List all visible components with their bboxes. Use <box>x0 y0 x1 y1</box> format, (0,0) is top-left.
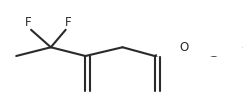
Bar <box>157 40 241 55</box>
Text: F: F <box>25 16 32 29</box>
Text: F: F <box>65 16 71 29</box>
Text: O: O <box>180 41 189 54</box>
Text: O: O <box>180 41 189 54</box>
